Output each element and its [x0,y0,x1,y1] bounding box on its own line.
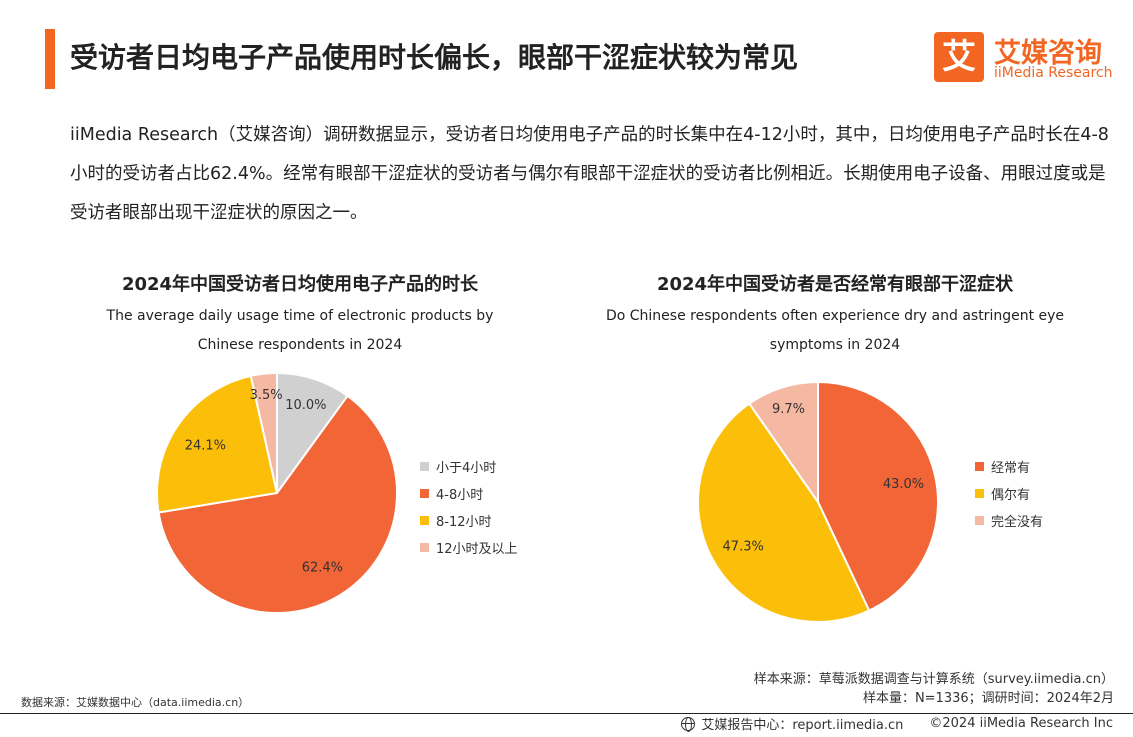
pie-chart-svg: 10.0% 62.4% 24.1% 3.5% 小于4小时 4-8小时 8-12小时 12小时及… [156,371,518,614]
pie-slice [157,394,398,614]
slice-value-label: 43.0% [883,477,924,492]
footer-divider [0,713,1133,714]
legend-swatch [420,489,429,498]
legend-swatch [420,462,429,471]
title-accent-bar [45,29,55,89]
legend-swatch [975,462,984,471]
pie-slice [817,380,939,612]
legend-label: 小于4小时 [436,461,496,476]
footer: 艾媒报告中心：report.iimedia.cn ©2024 iiMedia R… [681,714,1113,733]
legend-label: 4-8小时 [436,488,483,503]
company-logo: 艾 艾媒咨询 iiMedia Research [934,32,1116,84]
slice-value-label: 47.3% [723,539,764,554]
chart-subtitle: The average daily usage time of electron… [60,302,540,360]
legend-swatch [975,489,984,498]
slice-value-label: 24.1% [185,439,226,454]
chart-usage-time: 2024年中国受访者日均使用电子产品的时长 The average daily … [60,270,540,630]
sample-info-line: 样本量：N=1336；调研时间：2024年2月 [862,691,1114,706]
slice-value-label: 3.5% [250,388,283,403]
chart-title: 2024年中国受访者是否经常有眼部干涩症状 [656,274,1014,295]
legend-label: 12小时及以上 [436,542,518,557]
slice-value-label: 10.0% [285,398,326,413]
legend-swatch [975,516,984,525]
logo-mark-icon: 艾 [934,32,984,82]
report-center-link[interactable]: 艾媒报告中心：report.iimedia.cn [701,718,904,733]
legend-label: 完全没有 [991,514,1043,530]
legend-label: 8-12小时 [436,515,492,530]
copyright: ©2024 iiMedia Research Inc [929,716,1113,731]
globe-icon [681,716,696,732]
pie-slice [249,371,278,494]
legend-swatch [420,543,429,552]
pie-slice [156,374,279,514]
slice-value-label: 9.7% [772,402,805,417]
intro-paragraph: iiMedia Research（艾媒咨询）调研数据显示，受访者日均使用电子产品… [70,125,1109,223]
chart-title: 2024年中国受访者日均使用电子产品的时长 [121,274,479,295]
chart-subtitle-line: Do Chinese respondents often experience … [605,308,1065,324]
chart-subtitle-line: Chinese respondents in 2024 [197,337,403,353]
sample-source-line: 样本来源：草莓派数据调查与计算系统（survey.iimedia.cn） [753,672,1114,687]
legend-swatch [420,516,429,525]
pie-slice [747,380,819,506]
logo-name-en: iiMedia Research [994,65,1113,81]
page-title: 受访者日均电子产品使用时长偏长，眼部干涩症状较为常见 [70,41,799,74]
pie-slice [697,402,871,623]
pie-slice [276,371,349,497]
slice-value-label: 62.4% [302,561,343,576]
chart-subtitle-line: The average daily usage time of electron… [106,308,494,324]
legend-label: 偶尔有 [991,488,1030,503]
chart-subtitle-line: symptoms in 2024 [769,337,901,353]
data-source: 数据来源：艾媒数据中心（data.iimedia.cn） [21,696,250,709]
legend-label: 经常有 [991,461,1030,476]
chart-dry-eye: 2024年中国受访者是否经常有眼部干涩症状 Do Chinese respond… [585,270,1085,630]
chart-subtitle: Do Chinese respondents often experience … [585,302,1085,360]
logo-name-cn: 艾媒咨询 [994,38,1102,69]
sample-source: 样本来源：草莓派数据调查与计算系统（survey.iimedia.cn） 样本量… [754,670,1114,708]
